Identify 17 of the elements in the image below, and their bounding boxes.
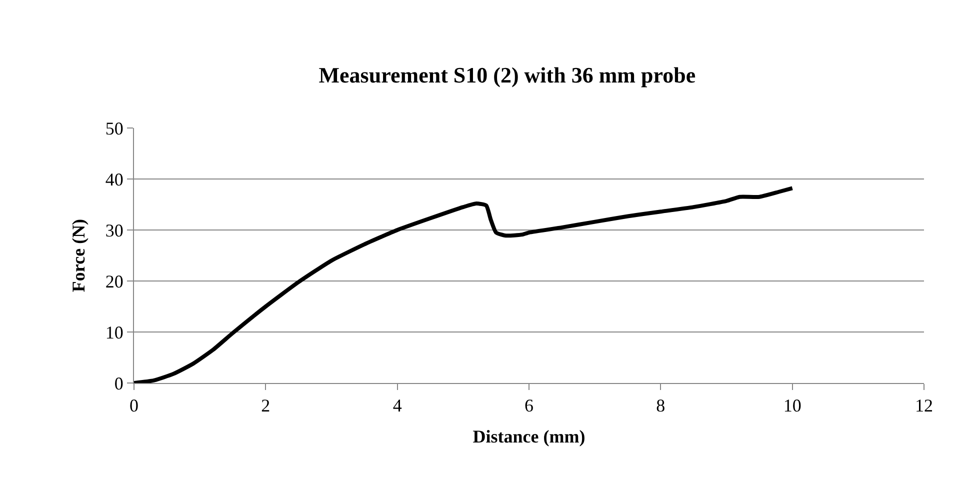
y-tick-label: 30	[105, 220, 124, 240]
x-tick-label: 10	[783, 396, 802, 416]
y-tick-label: 0	[114, 373, 124, 394]
chart-title: Measurement S10 (2) with 36 mm probe	[318, 62, 696, 88]
x-tick-label: 6	[524, 396, 534, 416]
y-axis-title: Force (N)	[68, 218, 89, 292]
y-tick-label: 50	[105, 118, 124, 138]
x-tick-label: 4	[392, 396, 402, 416]
y-tick-label: 10	[105, 322, 124, 342]
y-tick-label: 20	[105, 271, 124, 292]
x-tick-label: 2	[261, 396, 270, 416]
y-tick-label: 40	[105, 169, 124, 190]
line-series	[134, 186, 794, 383]
x-tick-label: 0	[130, 396, 138, 416]
x-tick-label: 12	[915, 396, 933, 416]
x-tick-label: 8	[656, 396, 666, 416]
x-axis-title: Distance (mm)	[472, 426, 586, 447]
